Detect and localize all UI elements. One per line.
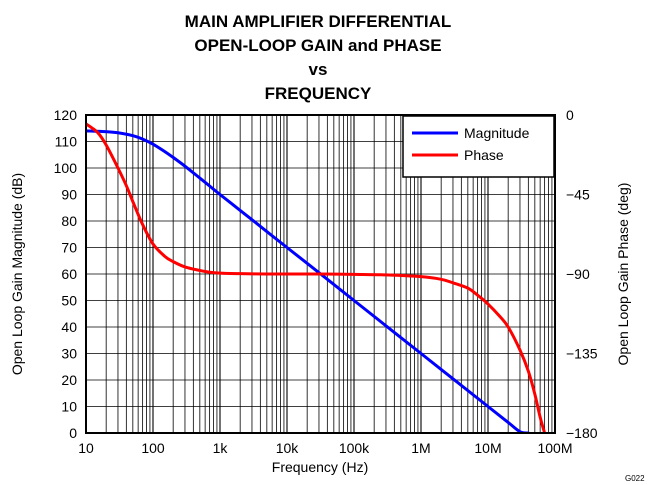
y-left-tick-label: 0	[69, 425, 77, 441]
x-tick-label: 1M	[411, 440, 430, 456]
x-axis-label: Frequency (Hz)	[272, 459, 368, 475]
y-right-tick-label: −180	[566, 425, 598, 441]
y-left-tick-labels: 0 10 20 30 40 50 60 70 80 90 100 110 120	[54, 107, 78, 441]
y-left-tick-label: 70	[61, 240, 77, 256]
y-right-tick-label: −135	[566, 346, 598, 362]
legend-phase-label: Phase	[464, 147, 504, 163]
y-right-tick-label: −90	[566, 266, 590, 282]
series-phase-line	[86, 122, 547, 433]
y-left-tick-label: 40	[61, 319, 77, 335]
title-line-1: MAIN AMPLIFIER DIFFERENTIAL	[185, 12, 452, 31]
y-left-tick-label: 50	[61, 293, 77, 309]
y-left-tick-label: 110	[55, 134, 78, 150]
chart-title: MAIN AMPLIFIER DIFFERENTIAL OPEN-LOOP GA…	[185, 12, 452, 103]
x-tick-label: 10M	[474, 440, 501, 456]
y-left-tick-label: 60	[61, 266, 77, 282]
title-line-4: FREQUENCY	[265, 84, 372, 103]
x-tick-label: 1k	[213, 440, 229, 456]
y-left-tick-label: 100	[54, 160, 78, 176]
series-layer	[86, 122, 547, 433]
y-left-tick-label: 120	[54, 107, 78, 123]
y-right-axis-label: Open Loop Gain Phase (deg)	[615, 183, 631, 366]
y-left-tick-label: 90	[61, 187, 77, 203]
figure-id: G022	[625, 474, 645, 483]
x-tick-label: 10	[78, 440, 94, 456]
x-tick-labels: 10 100 1k 10k 100k 1M 10M 100M	[78, 440, 572, 456]
legend-magnitude-label: Magnitude	[464, 125, 530, 141]
series-magnitude-line	[86, 129, 530, 433]
y-right-tick-label: 0	[566, 107, 574, 123]
x-tick-label: 100M	[537, 440, 572, 456]
title-line-2: OPEN-LOOP GAIN and PHASE	[194, 36, 441, 55]
title-line-3: vs	[309, 60, 328, 79]
x-tick-label: 100	[141, 440, 165, 456]
plot-frame	[85, 114, 556, 434]
y-left-tick-label: 10	[61, 399, 77, 415]
legend-box	[402, 115, 555, 178]
x-tick-label: 100k	[339, 440, 370, 456]
y-left-tick-label: 80	[61, 213, 77, 229]
y-right-tick-label: −45	[566, 187, 590, 203]
y-left-tick-label: 30	[61, 346, 77, 362]
y-left-axis-label: Open Loop Gain Magnitude (dB)	[9, 173, 25, 375]
x-tick-label: 10k	[276, 440, 300, 456]
legend: Magnitude Phase	[402, 115, 555, 178]
y-right-tick-labels: 0 −45 −90 −135 −180	[566, 107, 598, 441]
y-left-tick-label: 20	[61, 372, 77, 388]
